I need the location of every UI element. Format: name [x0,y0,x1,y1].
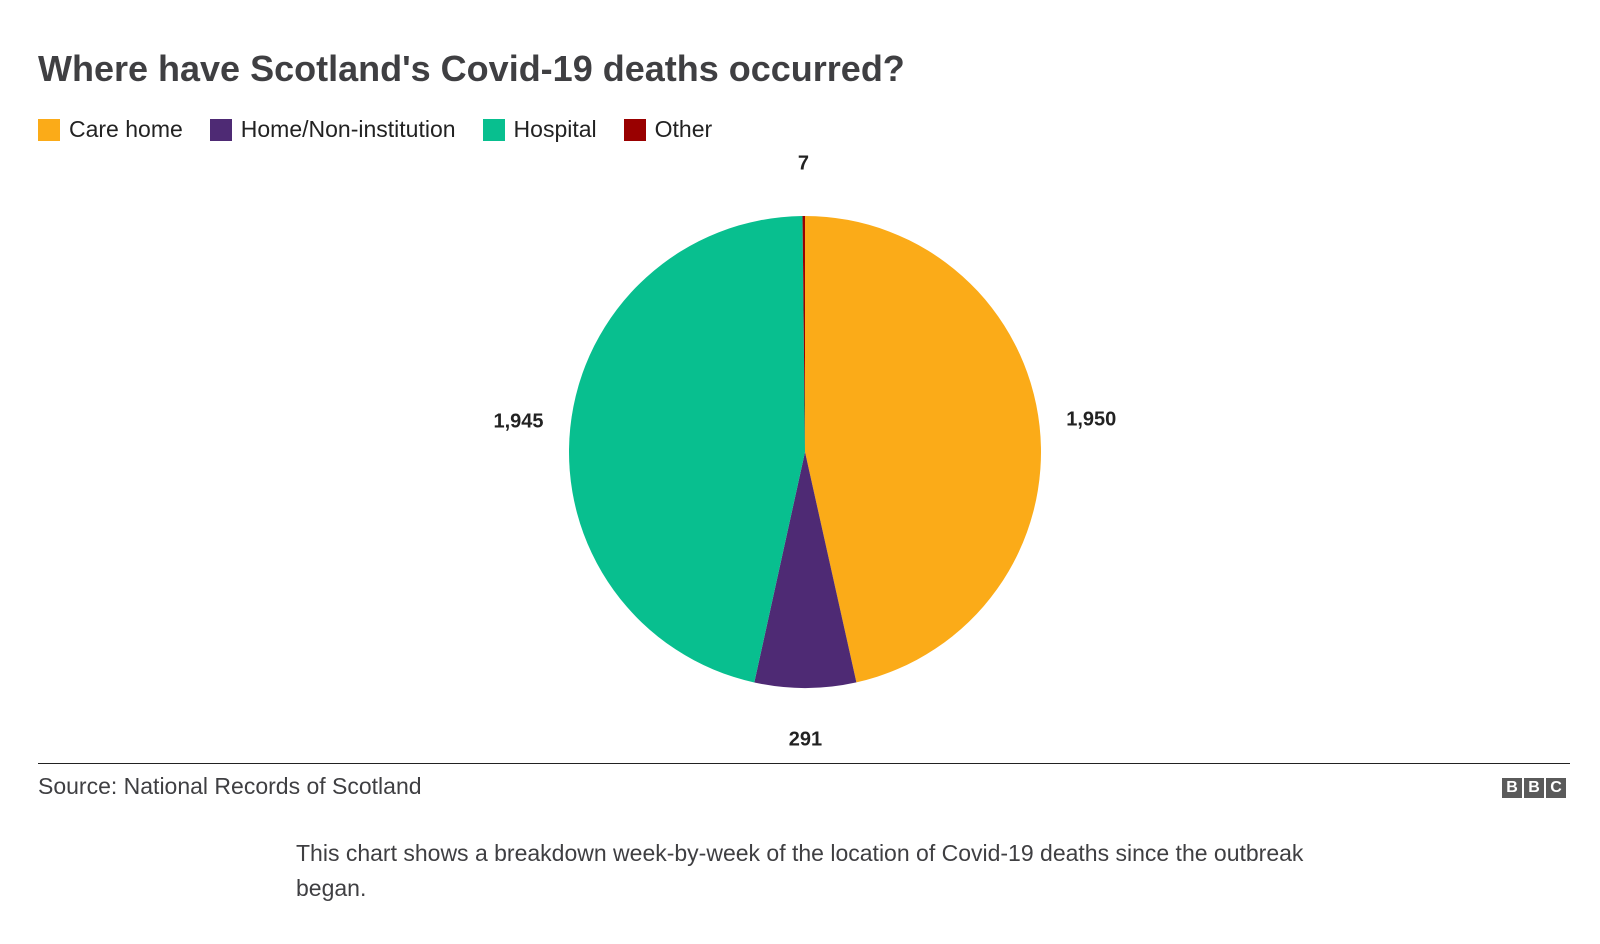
bbc-logo-letter-b1: B [1502,778,1522,798]
pie-slice-hospital [568,216,805,683]
bbc-logo-letter-c: C [1546,778,1566,798]
legend-swatch-other [623,118,646,141]
chart-legend: Care home Home/Non-institution Hospital … [38,116,739,143]
pie-value-labels: 1,950 291 1,945 7 [493,152,1116,750]
legend-label-home-non-institution: Home/Non-institution [240,116,456,142]
legend-item-care-home: Care home [38,116,183,143]
pie-slice-other [802,216,805,452]
bbc-logo-letter-b2: B [1524,778,1544,798]
legend-label-care-home: Care home [69,116,183,142]
legend-label-other: Other [654,116,713,142]
pie-slices [568,216,1041,688]
pie-label-hospital: 1,945 [493,411,543,433]
legend-item-other: Other [623,116,713,143]
legend-swatch-care-home [38,118,60,141]
pie-label-other: 7 [798,152,809,174]
pie-label-home-non-institution: 291 [789,728,822,750]
legend-swatch-hospital [482,118,505,141]
source-note: Source: National Records of Scotland [38,773,422,799]
chart-title: Where have Scotland's Covid-19 deaths oc… [38,48,905,89]
legend-swatch-home-non-institution [209,118,232,141]
legend-label-hospital: Hospital [513,116,597,142]
footer-divider [38,763,1570,764]
chart-caption: This chart shows a breakdown week-by-wee… [296,840,1304,901]
legend-item-hospital: Hospital [482,116,597,143]
pie-label-care-home: 1,950 [1066,409,1116,431]
legend-item-home-non-institution: Home/Non-institution [209,116,456,143]
bbc-logo: B B C [1500,778,1566,798]
pie-slice-care-home [805,216,1041,683]
pie-slice-home-non-institution [754,452,857,688]
